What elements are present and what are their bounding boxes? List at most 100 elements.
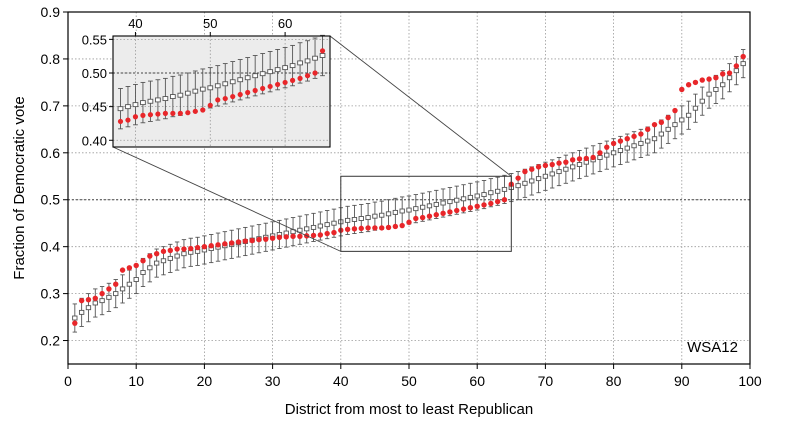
ensemble-box: [597, 155, 603, 160]
observed-point: [331, 229, 337, 236]
x-tick-label: 80: [606, 373, 622, 389]
observed-point: [290, 233, 296, 240]
ensemble-box: [147, 265, 153, 271]
observed-point: [276, 234, 283, 240]
zoom-connector-line: [329, 35, 512, 177]
observed-point: [282, 79, 288, 86]
observed-point: [192, 108, 198, 114]
observed-point: [249, 237, 255, 244]
observed-point: [645, 126, 651, 133]
ensemble-box: [155, 97, 161, 103]
ensemble-box: [576, 162, 583, 167]
inset-x-tick-label: 40: [128, 16, 142, 31]
inset-y-tick-label: 0.50: [82, 66, 107, 81]
observed-point: [488, 200, 494, 207]
ensemble-box: [454, 197, 460, 203]
observed-point: [563, 159, 569, 165]
observed-point: [433, 212, 439, 218]
observed-point: [125, 117, 131, 123]
ensemble-box: [170, 94, 176, 99]
observed-point: [419, 214, 426, 221]
ensemble-box: [113, 291, 119, 297]
observed-point: [119, 267, 126, 273]
x-axis-title: District from most to least Republican: [285, 401, 533, 418]
observed-point: [207, 102, 213, 108]
ensemble-box: [542, 173, 549, 179]
observed-point: [467, 205, 474, 211]
ensemble-box: [140, 270, 146, 275]
observed-point: [733, 63, 740, 69]
ensemble-box: [140, 100, 146, 106]
ensemble-box: [665, 126, 671, 132]
observed-point: [631, 133, 637, 140]
ensemble-box: [699, 98, 705, 104]
ensemble-box: [495, 188, 501, 194]
x-tick-label: 100: [738, 373, 762, 389]
observed-point: [706, 76, 712, 82]
observed-point: [474, 203, 480, 210]
ensemble-box: [92, 300, 98, 306]
x-tick-label: 30: [265, 373, 281, 389]
observed-point: [351, 226, 358, 232]
inset-y-tick-label: 0.40: [82, 133, 107, 148]
ensemble-box: [167, 255, 173, 261]
ensemble-box: [297, 60, 303, 66]
ensemble-box: [440, 200, 446, 206]
wsa12-annotation: WSA12: [687, 339, 738, 356]
observed-point: [319, 48, 326, 54]
observed-point: [522, 168, 528, 175]
zoom-connector-line: [112, 146, 341, 252]
ensemble-box: [392, 209, 399, 215]
observed-point: [188, 245, 194, 252]
observed-point: [170, 110, 176, 116]
observed-point: [440, 210, 446, 217]
observed-point: [245, 89, 251, 96]
ensemble-box: [99, 298, 105, 304]
ensemble-box: [617, 148, 624, 153]
ensemble-box: [651, 136, 658, 142]
observed-point: [215, 97, 221, 103]
ensemble-box: [372, 213, 378, 219]
observed-point: [583, 155, 590, 162]
observed-point: [604, 144, 610, 150]
observed-point: [529, 166, 535, 172]
ensemble-box: [133, 277, 139, 282]
ensemble-box: [132, 102, 139, 108]
ensemble-box: [237, 77, 244, 83]
ensemble-box: [174, 253, 180, 259]
x-tick-label: 50: [401, 373, 417, 389]
observed-point: [242, 238, 249, 244]
observed-point: [590, 154, 596, 161]
ensemble-box: [154, 260, 160, 266]
ensemble-box: [385, 211, 392, 217]
observed-point: [372, 225, 378, 231]
ensemble-box: [207, 85, 214, 91]
y-axis: 0.2 0.3 0.4 0.5 0.6 0.7 0.8 0.9: [41, 4, 68, 349]
ensemble-box: [672, 122, 678, 128]
observed-point: [726, 70, 733, 76]
ensemble-box: [181, 251, 187, 257]
ensemble-box: [319, 53, 326, 58]
inset-y-tick-label: 0.55: [82, 32, 107, 47]
inset-y-tick-label: 0.45: [82, 100, 107, 115]
observed-point: [201, 243, 208, 250]
observed-point: [215, 242, 221, 248]
observed-point: [162, 110, 168, 116]
ensemble-box: [365, 215, 371, 221]
observed-point: [679, 86, 685, 93]
observed-point: [147, 253, 153, 259]
observed-point: [535, 164, 542, 170]
zoom-indicator: [112, 35, 512, 252]
inset-background: [113, 36, 330, 147]
ensemble-box: [658, 131, 664, 137]
observed-point: [413, 215, 419, 222]
ensemble-box: [379, 212, 385, 218]
observed-point: [569, 157, 576, 163]
observed-point: [228, 240, 235, 246]
observed-point: [181, 246, 187, 252]
ensemble-box: [184, 90, 191, 96]
observed-point: [617, 138, 624, 144]
ensemble-box: [177, 92, 184, 98]
